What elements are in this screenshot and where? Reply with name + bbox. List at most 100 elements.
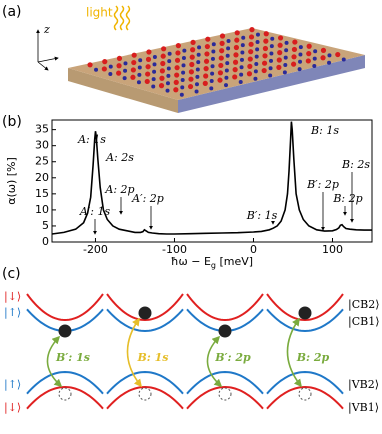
atom [136,80,141,85]
atom [276,64,282,70]
atom [165,88,170,93]
atom [189,54,195,60]
atom [283,55,288,60]
atom [210,71,215,76]
atom [122,76,127,81]
y-tick-label: 5 [42,219,49,232]
x-tick-label: -100 [162,243,187,256]
transition-label: B: 1s [136,351,168,364]
atom [94,67,99,72]
atom [225,53,230,58]
annotation: B: 2p [332,192,362,205]
electron [58,324,72,338]
annotation: A: 2p [104,183,134,196]
atom [165,81,170,86]
atom [248,34,255,40]
atom [327,53,332,58]
atom [254,62,259,67]
atom [335,51,341,58]
atom [204,43,210,50]
annotation: A′: 2p [131,192,164,205]
hole [58,387,72,401]
atom [202,80,208,86]
panel-label: (a) [2,4,22,20]
atom [240,50,245,55]
atom [239,72,244,77]
plot-frame [51,119,373,243]
annotation: A: 2s [105,151,134,164]
x-label-unit: [meV] [216,255,253,268]
x-tick-label: 0 [250,243,257,256]
atom [277,42,283,48]
transition-label: B′: 2p [214,351,251,364]
atom [108,71,113,76]
atom [116,63,122,69]
atom [211,49,216,54]
transition-label: B: 2p [296,351,330,364]
atom [320,55,326,61]
atom [262,45,269,52]
atom [276,57,282,63]
atom [219,40,225,46]
atom [195,67,200,72]
atom [341,57,346,62]
atom [123,61,128,66]
atom [187,83,194,90]
vb2-band [26,370,104,395]
transition-arrow [46,335,63,388]
atom [145,56,152,62]
atom [166,66,171,71]
atom [173,87,179,93]
panel-label: (b) [2,114,22,130]
atom [102,59,108,65]
atom [218,62,224,69]
spin-label: |↓⟩ [4,290,21,304]
atom [137,65,142,70]
atom [282,70,287,75]
atom [205,36,211,42]
atom [174,72,180,78]
atom [211,42,216,47]
atom [146,49,152,55]
atom [248,41,254,47]
atom [297,67,302,72]
atom [159,68,165,74]
atom [209,79,214,83]
transition-arrow [286,317,302,388]
x-label-sub: g [211,261,216,270]
atom [161,46,167,52]
atom [180,78,185,83]
atom [166,73,171,78]
atom [203,58,210,64]
hole [218,387,232,401]
vb2-band [106,370,184,395]
atom [277,35,284,41]
atom [268,73,273,78]
atom [181,70,186,75]
atom [233,44,239,51]
vb1-band [186,385,264,410]
atom [131,59,137,66]
atom [240,43,245,48]
transition-arrow [206,335,223,388]
atom [312,56,317,61]
atom [268,66,273,71]
atom [182,48,187,53]
y-tick-label: 35 [35,123,49,136]
atom [232,67,238,73]
atom [159,75,165,81]
y-axis-label: α(ω) [%] [5,157,18,205]
y-tick-label: 10 [35,203,49,216]
band-label: |CB1⟩ [348,315,380,329]
atom [306,43,312,49]
atom [241,35,246,40]
atom [291,54,297,60]
vb2-band [186,370,264,395]
atom [152,55,157,59]
atom [181,63,186,68]
vb1-band [106,385,184,410]
atom [196,60,201,65]
atom [248,49,254,55]
atom [180,85,185,90]
atom [269,58,273,63]
